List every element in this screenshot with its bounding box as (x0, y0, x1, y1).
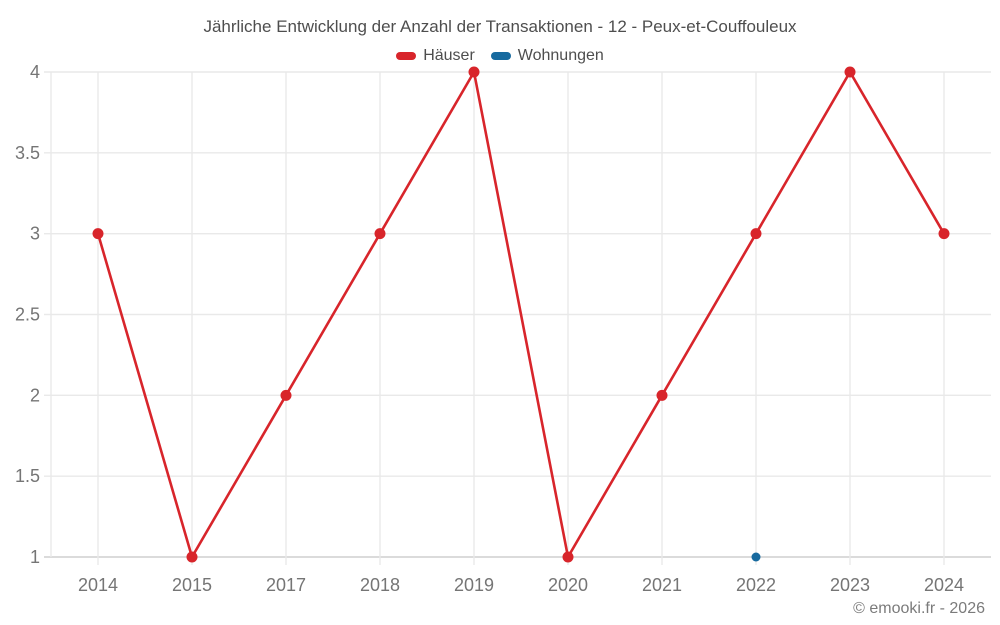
x-tick-label: 2014 (78, 575, 118, 595)
häuser-line (96, 68, 946, 561)
häuser-point (750, 228, 762, 240)
x-tick-label: 2018 (360, 575, 400, 595)
y-tick-label: 2.5 (15, 305, 40, 325)
legend-label: Wohnungen (517, 47, 604, 64)
x-tick-label: 2024 (924, 575, 964, 595)
x-tick-label: 2020 (548, 575, 588, 595)
wohnungen-legend-swatch-icon (490, 52, 511, 60)
wohnungen-point (751, 552, 761, 562)
häuser-point (374, 228, 386, 240)
x-tick-label: 2017 (266, 575, 306, 595)
häuser-point (186, 551, 198, 563)
häuser-point (656, 389, 668, 401)
y-tick-label: 3.5 (15, 143, 40, 163)
y-tick-label: 4 (30, 62, 40, 82)
chart-title: Jährliche Entwicklung der Anzahl der Tra… (203, 17, 797, 36)
x-tick-label: 2023 (830, 575, 870, 595)
häuser-point (562, 551, 574, 563)
legend-label: Häuser (423, 47, 475, 64)
x-tick-label: 2019 (454, 575, 494, 595)
häuser-point (92, 228, 104, 240)
häuser-point (844, 66, 856, 78)
x-tick-label: 2021 (642, 575, 682, 595)
haeuser-legend-swatch-icon (396, 52, 417, 60)
y-tick-label: 1 (30, 547, 40, 567)
x-tick-label: 2015 (172, 575, 212, 595)
chart-legend: Häuser Wohnungen (0, 47, 1000, 65)
häuser-point (938, 228, 950, 240)
legend-item-wohnungen[interactable]: Wohnungen (490, 47, 604, 65)
y-tick-label: 1.5 (15, 466, 40, 486)
x-tick-label: 2022 (736, 575, 776, 595)
häuser-point (280, 389, 292, 401)
legend-item-haeuser[interactable]: Häuser (396, 47, 475, 65)
copyright-watermark: © emooki.fr - 2026 (853, 600, 985, 617)
y-tick-label: 2 (30, 385, 40, 405)
häuser-point (468, 66, 480, 78)
y-tick-label: 3 (30, 224, 40, 244)
